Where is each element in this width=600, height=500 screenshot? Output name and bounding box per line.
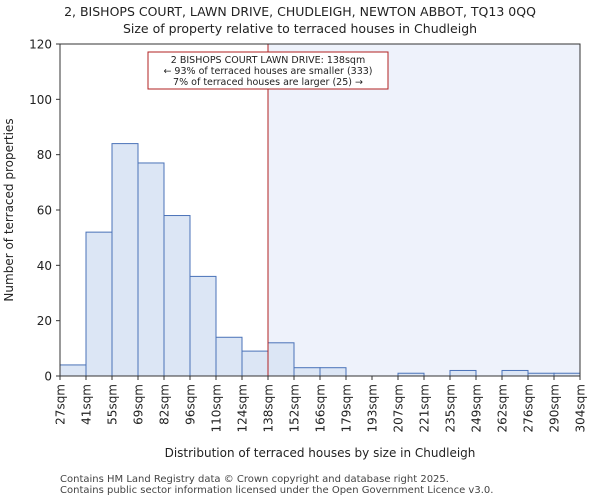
x-tick-label: 69sqm [132,384,146,425]
bar-41sqm [85,231,113,377]
bar-152sqm [293,367,321,377]
x-tick-label: 235sqm [444,384,458,432]
x-tick-label: 82sqm [158,384,172,425]
x-tick-label: 221sqm [418,384,432,432]
y-tick-label: 0 [44,370,52,384]
y-tick-label: 80 [37,148,52,162]
bar-69sqm [137,162,165,377]
x-tick-label: 166sqm [314,384,328,432]
x-tick-label: 110sqm [210,384,224,432]
bar-124sqm [241,350,269,377]
x-tick-label: 41sqm [80,384,94,425]
x-tick-label: 304sqm [574,384,588,432]
annotation-border [147,51,389,90]
histogram-chart: 0 20 40 60 80 100 120 27sqm 41sqm 55sqm 69sqm 82sq… [2,38,588,461]
y-tick-label: 120 [29,38,52,52]
y-axis-ticks: 0 20 40 60 80 100 120 [29,38,60,384]
x-tick-label: 96sqm [184,384,198,425]
annotation-box: 2 BISHOPS COURT LAWN DRIVE: 138sqm ← 93%… [147,51,389,90]
chart-subtitle: Size of property relative to terraced ho… [122,21,478,36]
larger-region-highlight [268,44,580,376]
bar-138sqm [267,342,295,377]
x-tick-label: 207sqm [392,384,406,432]
x-tick-label: 179sqm [340,384,354,432]
bar-96sqm [189,275,217,377]
bar-27sqm [59,364,87,377]
x-tick-label: 262sqm [496,384,510,432]
x-tick-label: 249sqm [470,384,484,432]
annotation-line-1: 2 BISHOPS COURT LAWN DRIVE: 138sqm [171,55,365,66]
bar-166sqm [319,367,347,377]
bar-110sqm [215,336,243,377]
x-tick-label: 290sqm [548,384,562,432]
x-tick-label: 276sqm [522,384,536,432]
footer-licence: Contains public sector information licen… [60,485,494,496]
x-tick-label: 27sqm [54,384,68,425]
x-tick-label: 55sqm [106,384,120,425]
bars-group [59,143,581,377]
bar-82sqm [163,215,191,377]
annotation-line-2: ← 93% of terraced houses are smaller (33… [163,66,372,77]
bar-55sqm [111,143,139,377]
x-axis-label: Distribution of terraced houses by size … [165,446,476,460]
x-tick-label: 138sqm [262,384,276,432]
footer-copyright: Contains HM Land Registry data © Crown c… [60,474,449,485]
annotation-line-3: 7% of terraced houses are larger (25) → [173,77,363,88]
x-tick-label: 124sqm [236,384,250,432]
x-axis-ticks: 27sqm 41sqm 55sqm 69sqm 82sqm 96sqm 110sqm 124s… [54,376,588,432]
y-axis-label: Number of terraced properties [2,118,16,301]
bar-235sqm [449,369,477,377]
y-tick-label: 40 [37,259,52,273]
chart-title: 2, BISHOPS COURT, LAWN DRIVE, CHUDLEIGH,… [64,4,536,19]
y-tick-label: 60 [37,204,52,218]
x-tick-label: 193sqm [366,384,380,432]
y-tick-label: 100 [29,93,52,107]
y-tick-label: 20 [37,314,52,328]
x-tick-label: 152sqm [288,384,302,432]
bar-262sqm [501,369,529,377]
